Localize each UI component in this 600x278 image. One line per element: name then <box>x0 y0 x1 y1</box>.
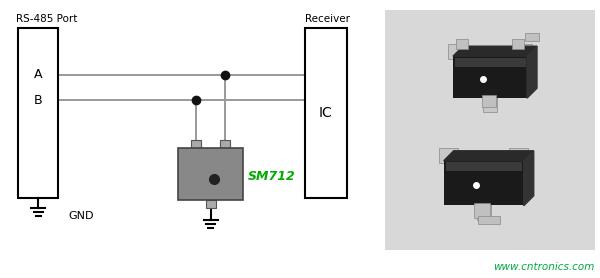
Bar <box>220 140 230 148</box>
Bar <box>452 56 527 98</box>
Text: www.cntronics.com: www.cntronics.com <box>494 262 595 272</box>
Bar <box>478 216 500 224</box>
Polygon shape <box>527 46 537 98</box>
Bar <box>439 148 458 163</box>
Bar <box>455 58 526 67</box>
Bar <box>18 28 58 198</box>
Text: A: A <box>34 68 42 81</box>
Text: SM712: SM712 <box>248 170 296 183</box>
Bar <box>205 200 215 208</box>
Bar <box>482 95 496 107</box>
Text: IC: IC <box>319 106 333 120</box>
Bar <box>446 162 522 171</box>
Polygon shape <box>444 151 534 161</box>
Text: RS-485 Port: RS-485 Port <box>16 14 77 24</box>
Text: GND: GND <box>68 211 94 221</box>
Bar <box>525 33 539 41</box>
Bar <box>448 44 466 59</box>
Bar <box>444 160 524 205</box>
Text: Receiver: Receiver <box>305 14 350 24</box>
Bar <box>474 203 490 218</box>
Polygon shape <box>453 46 537 56</box>
Bar <box>191 140 201 148</box>
Bar <box>456 39 468 49</box>
Bar <box>178 148 243 200</box>
Bar <box>476 202 491 220</box>
Polygon shape <box>524 151 534 206</box>
Bar <box>509 148 528 163</box>
Bar <box>385 10 595 250</box>
Bar <box>305 28 347 198</box>
Bar <box>512 39 524 49</box>
Text: B: B <box>34 93 43 106</box>
Bar <box>483 95 497 112</box>
Bar <box>514 44 532 59</box>
